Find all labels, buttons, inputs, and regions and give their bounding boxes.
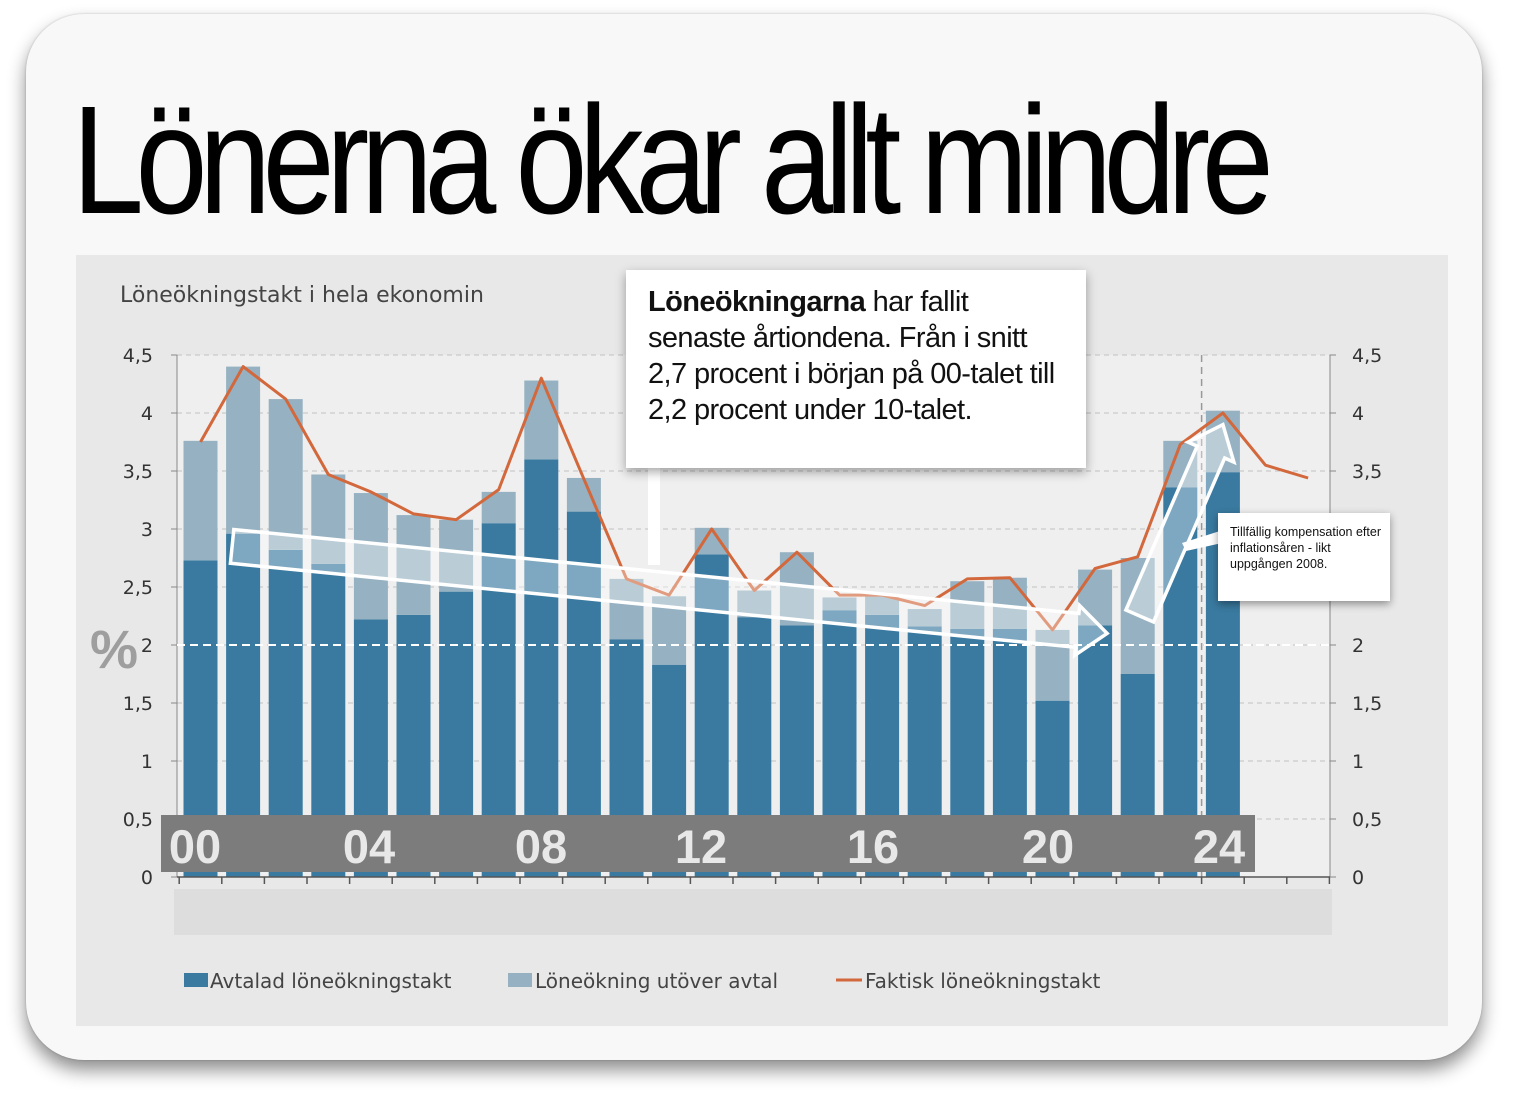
bar-avtalad [524, 459, 559, 877]
x-year-label: 12 [675, 820, 727, 873]
axis-label-strip [174, 889, 1332, 935]
year-band [161, 815, 1255, 872]
annotation-pointer [648, 465, 660, 565]
y-unit-label: % [90, 620, 138, 680]
bar-avtalad [1163, 487, 1198, 877]
y-tick-label-left: 3,5 [123, 461, 153, 483]
note-box: Tillfällig kompensation efter inflations… [1218, 513, 1390, 601]
legend-label-utover: Löneökning utöver avtal [535, 969, 778, 993]
y-tick-label-left: 0 [141, 867, 153, 889]
x-year-label: 00 [169, 820, 221, 873]
bar-utover [907, 609, 942, 627]
y-tick-label-right: 0 [1352, 867, 1364, 889]
trend-arrow-1 [228, 527, 1110, 659]
bar-utover [865, 595, 900, 615]
y-tick-label-right: 0,5 [1352, 809, 1382, 831]
legend-label-avtalad: Avtalad löneökningstakt [210, 969, 452, 993]
bar-utover [1163, 440, 1198, 488]
bar-utover [268, 399, 303, 550]
chart-title: Löneökningstakt i hela ekonomin [120, 283, 484, 308]
y-tick-label-left: 2,5 [123, 577, 153, 599]
bar-utover [694, 527, 729, 555]
y-tick-label-left: 3 [141, 519, 153, 541]
bar-utover [439, 519, 474, 592]
trend-arrow-2 [1123, 422, 1237, 625]
annotation-box: Löneökningarna har fallit senaste årtion… [626, 270, 1086, 468]
bar-utover [1078, 569, 1113, 626]
x-year-label: 24 [1193, 820, 1245, 873]
y-tick-label-left: 1,5 [123, 693, 153, 715]
y-tick-label-right: 1 [1352, 751, 1364, 773]
bar-utover [1035, 629, 1070, 701]
bar-utover [353, 493, 388, 620]
bar-utover [609, 578, 644, 640]
y-tick-label-right: 4 [1352, 403, 1364, 425]
y-tick-label-left: 4 [141, 403, 153, 425]
legend-swatch-utover [508, 973, 532, 987]
headline: Lönerna ökar allt mindre [72, 74, 1274, 246]
x-year-label: 20 [1022, 820, 1074, 873]
line-faktisk [199, 365, 1309, 632]
y-tick-label-right: 2 [1352, 635, 1364, 657]
y-tick-label-left: 1 [141, 751, 153, 773]
y-tick-label-left: 0,5 [123, 809, 153, 831]
bar-utover [226, 366, 261, 534]
y-tick-label-right: 4,5 [1352, 345, 1382, 367]
bar-utover [183, 440, 218, 561]
bar-utover [524, 380, 559, 460]
bar-utover [992, 577, 1027, 629]
x-year-label: 16 [847, 820, 899, 873]
y-tick-label-right: 3,5 [1352, 461, 1382, 483]
legend-swatch-avtalad [184, 973, 208, 987]
bar-utover [311, 474, 346, 564]
y-tick-label-right: 1,5 [1352, 693, 1382, 715]
x-year-label: 08 [515, 820, 567, 873]
note-pointer [1182, 531, 1222, 551]
annotation-bold: Löneökningarna [648, 286, 866, 318]
legend-label-faktisk: Faktisk löneökningstakt [865, 969, 1101, 993]
x-year-label: 04 [343, 820, 395, 873]
bar-utover [396, 515, 431, 615]
y-tick-label-left: 2 [141, 635, 153, 657]
bar-utover [822, 597, 857, 611]
annotation-text: har fallit senaste årtiondena. Från i sn… [648, 286, 1055, 426]
y-tick-label-left: 4,5 [123, 345, 153, 367]
